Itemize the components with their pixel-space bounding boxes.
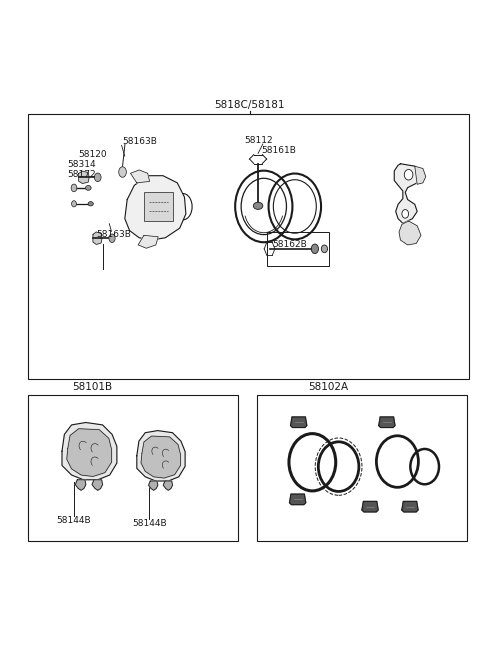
Ellipse shape <box>85 185 91 191</box>
Ellipse shape <box>321 245 327 253</box>
Ellipse shape <box>88 202 93 206</box>
Polygon shape <box>394 164 420 223</box>
Polygon shape <box>93 232 102 244</box>
Bar <box>28 114 469 378</box>
Polygon shape <box>67 429 112 476</box>
Polygon shape <box>62 422 117 480</box>
Polygon shape <box>399 221 421 245</box>
Text: 58112: 58112 <box>244 136 273 145</box>
Ellipse shape <box>312 244 318 254</box>
Text: 58144B: 58144B <box>57 516 91 525</box>
Text: 58102A: 58102A <box>308 382 348 392</box>
Ellipse shape <box>72 200 76 207</box>
Text: 58172: 58172 <box>67 170 96 179</box>
Ellipse shape <box>119 167 126 177</box>
Bar <box>28 396 238 541</box>
Polygon shape <box>163 481 172 490</box>
Ellipse shape <box>253 202 263 210</box>
Polygon shape <box>131 170 150 183</box>
Text: 58144B: 58144B <box>132 519 167 528</box>
Text: 58162B: 58162B <box>273 240 307 250</box>
Text: 58163B: 58163B <box>96 231 131 239</box>
Bar <box>267 232 329 265</box>
Ellipse shape <box>71 184 77 192</box>
Polygon shape <box>92 480 103 490</box>
Polygon shape <box>138 235 158 248</box>
Text: 58161B: 58161B <box>262 146 297 155</box>
Ellipse shape <box>402 210 408 218</box>
Polygon shape <box>402 501 418 512</box>
Bar <box>257 396 467 541</box>
Polygon shape <box>125 175 186 240</box>
Text: 58120: 58120 <box>78 150 107 158</box>
Polygon shape <box>415 166 426 184</box>
Polygon shape <box>75 480 86 490</box>
Text: 58163B: 58163B <box>122 137 157 146</box>
Polygon shape <box>79 171 89 183</box>
Polygon shape <box>149 481 158 490</box>
Ellipse shape <box>109 234 115 242</box>
Polygon shape <box>289 494 306 505</box>
Polygon shape <box>137 430 185 481</box>
Ellipse shape <box>404 170 413 180</box>
Text: 5818C/58181: 5818C/58181 <box>214 100 285 110</box>
Polygon shape <box>379 417 395 428</box>
Polygon shape <box>290 417 307 428</box>
Text: 58101B: 58101B <box>72 382 112 392</box>
Bar <box>144 193 172 221</box>
Polygon shape <box>141 436 180 478</box>
Polygon shape <box>362 501 378 512</box>
Text: 58314: 58314 <box>67 160 96 169</box>
Ellipse shape <box>95 173 101 181</box>
